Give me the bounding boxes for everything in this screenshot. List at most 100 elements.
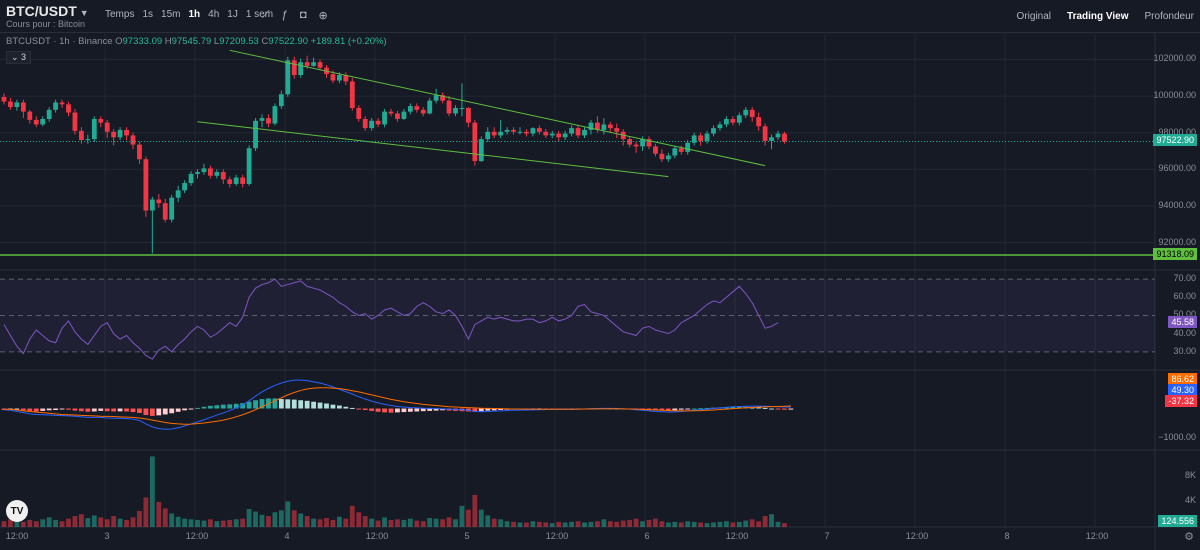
macd-histogram-bar — [420, 408, 426, 412]
macd-histogram-bar — [478, 408, 484, 412]
macd-histogram-bar — [678, 408, 684, 410]
candle-body — [633, 144, 639, 147]
volume-bar — [337, 516, 342, 527]
legend-h-label: H — [164, 36, 172, 47]
volume-bar — [407, 518, 413, 527]
view-tab-trading-view[interactable]: Trading View — [1067, 11, 1129, 22]
volume-bar — [349, 505, 355, 527]
candle-body — [782, 133, 787, 142]
interval-1J[interactable]: 1J — [227, 9, 238, 20]
candle-body — [130, 135, 136, 145]
volume-bar — [607, 521, 613, 527]
macd-histogram-bar — [736, 406, 742, 409]
indicators-icon[interactable]: ƒ — [281, 9, 288, 21]
candle-body — [227, 179, 233, 184]
macd-histogram-bar — [117, 408, 123, 412]
volume-bar — [227, 519, 233, 527]
interval-4h[interactable]: 4h — [208, 9, 220, 20]
volume-bar — [640, 521, 645, 527]
candle-body — [375, 120, 381, 125]
volume-bar — [549, 523, 555, 527]
volume-bar — [485, 515, 491, 527]
volume-bar — [375, 520, 381, 527]
indicator-toggle[interactable]: ⌄ 3 — [6, 51, 32, 64]
candle-body — [111, 131, 117, 138]
macd-histogram-bar — [208, 405, 213, 409]
volume-bar — [20, 521, 26, 527]
candle-body — [188, 173, 194, 184]
support-price-tag: 91318.09 — [1153, 248, 1197, 261]
volume-bar — [556, 521, 562, 527]
macd-histogram-bar — [407, 408, 413, 412]
volume-bar — [298, 513, 304, 527]
macd-histogram-bar — [440, 408, 445, 411]
legend-change: +189.81 (+0.20%) — [310, 36, 387, 47]
volume-bar — [472, 494, 478, 527]
indicator-count: 3 — [21, 52, 27, 62]
chart-type-icon[interactable]: ⟋ — [262, 9, 270, 21]
volume-bar — [627, 519, 633, 527]
candle-body — [575, 128, 581, 136]
time-axis-label: 3 — [104, 531, 110, 541]
candle-body — [369, 120, 375, 129]
candle-body — [588, 122, 594, 130]
volume-bar — [14, 518, 20, 527]
macd-value-tag: 86.62 — [1168, 373, 1197, 385]
candle-body — [446, 100, 452, 114]
volume-bar — [130, 517, 136, 527]
volume-bar — [162, 508, 168, 527]
candle-body — [59, 102, 65, 105]
candle-body — [259, 118, 265, 121]
macd-histogram-bar — [91, 408, 97, 412]
volume-bar — [466, 509, 471, 527]
interval-label: Temps — [105, 9, 135, 20]
symbol-selector[interactable]: BTC/USDT ▼ — [6, 3, 89, 19]
add-icon[interactable]: ⊕ — [318, 10, 328, 22]
camera-icon[interactable]: ◘ — [299, 9, 307, 21]
time-axis-label: 5 — [464, 531, 470, 541]
interval-1s[interactable]: 1s — [142, 9, 154, 20]
candle-body — [20, 102, 26, 112]
volume-bar — [504, 521, 510, 527]
macd-histogram-bar — [72, 408, 78, 411]
view-tab-original[interactable]: Original — [1016, 11, 1052, 22]
interval-1h[interactable]: 1h — [188, 9, 201, 20]
volume-bar — [143, 497, 149, 527]
candle-body — [691, 135, 697, 143]
volume-bar — [278, 510, 284, 527]
macd-histogram-bar — [137, 408, 142, 413]
macd-histogram-bar — [498, 408, 504, 410]
volume-bar — [182, 518, 187, 527]
candle-body — [769, 137, 774, 141]
candle-body — [46, 109, 52, 119]
interval-1-sem[interactable]: 1 sem — [245, 9, 274, 20]
candle-body — [79, 130, 84, 141]
volume-bar — [665, 522, 671, 527]
macd-histogram-bar — [775, 408, 781, 410]
view-tab-profondeur[interactable]: Profondeur — [1144, 11, 1194, 22]
chart-canvas[interactable] — [0, 32, 1200, 550]
macd-histogram-bar — [188, 408, 194, 410]
rsi-axis-label: 60.00 — [1173, 291, 1196, 302]
candle-body — [582, 129, 587, 136]
macd-histogram-bar — [337, 405, 342, 409]
candle-body — [395, 113, 400, 119]
interval-15m[interactable]: 15m — [161, 9, 181, 20]
macd-histogram-bar — [317, 402, 323, 409]
gear-icon[interactable]: ⚙ — [1184, 531, 1194, 543]
candle-body — [427, 100, 433, 114]
price-axis-label: 102000.00 — [1153, 53, 1196, 64]
macd-histogram-bar — [311, 401, 316, 409]
volume-bar — [59, 521, 65, 527]
volume-bar — [672, 521, 678, 527]
volume-bar — [762, 516, 768, 527]
rsi-axis-label: 40.00 — [1173, 327, 1196, 338]
candle-body — [414, 106, 420, 110]
candle-body — [1, 96, 7, 102]
volume-bar — [614, 521, 620, 527]
candle-body — [337, 75, 342, 81]
macd-histogram-bar — [104, 408, 110, 412]
candle-body — [98, 118, 104, 123]
volume-bar — [775, 521, 781, 527]
macd-histogram-bar — [85, 408, 91, 412]
